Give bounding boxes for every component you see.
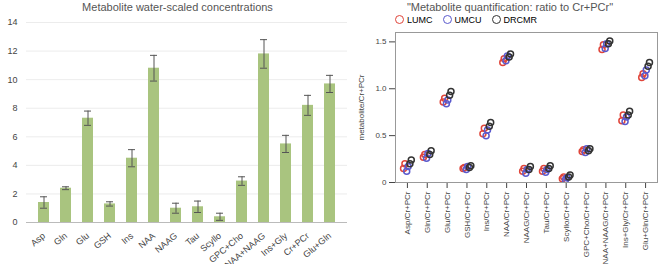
svg-text:Glu/Cr+PCr: Glu/Cr+PCr <box>443 191 452 233</box>
svg-text:Cr+PCr: Cr+PCr <box>281 230 312 258</box>
svg-text:1.0: 1.0 <box>375 84 387 93</box>
svg-text:Tau: Tau <box>183 230 202 248</box>
svg-text:NAA/Cr+PCr: NAA/Cr+PCr <box>502 191 511 237</box>
html-text:DRCMR: DRCMR <box>503 15 537 25</box>
svg-text:Tau/Cr+PCr: Tau/Cr+PCr <box>542 191 551 233</box>
svg-text:Scyllo: Scyllo <box>198 230 224 254</box>
svg-text:NAA+NAAG/Cr+PCr: NAA+NAAG/Cr+PCr <box>601 191 610 264</box>
svg-text:4: 4 <box>12 160 17 170</box>
svg-text:Ins: Ins <box>120 230 136 246</box>
svg-text:Ins+Gly: Ins+Gly <box>259 230 290 259</box>
svg-text:Glu: Glu <box>74 231 91 248</box>
svg-text:0.5: 0.5 <box>375 131 387 140</box>
svg-text:0: 0 <box>12 217 17 227</box>
svg-text:NAA+NAAG: NAA+NAAG <box>223 231 267 264</box>
html-text:Metabolite water-scaled concen: Metabolite water-scaled concentrations <box>82 1 273 13</box>
svg-text:Ins/Cr+PCr: Ins/Cr+PCr <box>482 191 491 231</box>
svg-text:0: 0 <box>382 178 387 187</box>
svg-text:NAAG/Cr+PCr: NAAG/Cr+PCr <box>522 191 531 243</box>
svg-text:GSH/Cr+PCr: GSH/Cr+PCr <box>463 191 472 238</box>
svg-text:Scyllo/Cr+PCr: Scyllo/Cr+PCr <box>562 191 571 242</box>
svg-text:8: 8 <box>12 103 17 113</box>
svg-text:10: 10 <box>7 75 17 85</box>
html-text:UMCU: UMCU <box>454 15 482 25</box>
svg-text:Asp/Cr+PCr: Asp/Cr+PCr <box>403 191 412 234</box>
svg-text:Ins+Gly/Cr+PCr: Ins+Gly/Cr+PCr <box>621 191 630 248</box>
svg-text:metabolite/Cr+PCr: metabolite/Cr+PCr <box>357 74 366 140</box>
html-text:"Metabolite quantification: ra: "Metabolite quantification: ratio to Cr+… <box>406 1 614 13</box>
svg-text:NAAG: NAAG <box>153 231 179 255</box>
svg-text:GSH: GSH <box>92 231 113 251</box>
svg-text:Gln: Gln <box>52 231 69 248</box>
svg-text:Asp: Asp <box>29 231 47 249</box>
svg-text:Glu+Gln/Cr+PCr: Glu+Gln/Cr+PCr <box>641 191 650 250</box>
svg-text:Gln/Cr+PCr: Gln/Cr+PCr <box>423 191 432 233</box>
svg-text:12: 12 <box>7 46 17 56</box>
svg-text:1.5: 1.5 <box>375 37 387 46</box>
svg-text:6: 6 <box>12 132 17 142</box>
svg-text:NAA: NAA <box>136 230 158 251</box>
svg-text:14: 14 <box>7 17 17 27</box>
svg-text:GPC+Cho/Cr+PCr: GPC+Cho/Cr+PCr <box>582 191 591 257</box>
html-text:LUMC: LUMC <box>407 15 433 25</box>
svg-text:Glu+Gln: Glu+Gln <box>301 231 333 260</box>
svg-text:2: 2 <box>12 189 17 199</box>
